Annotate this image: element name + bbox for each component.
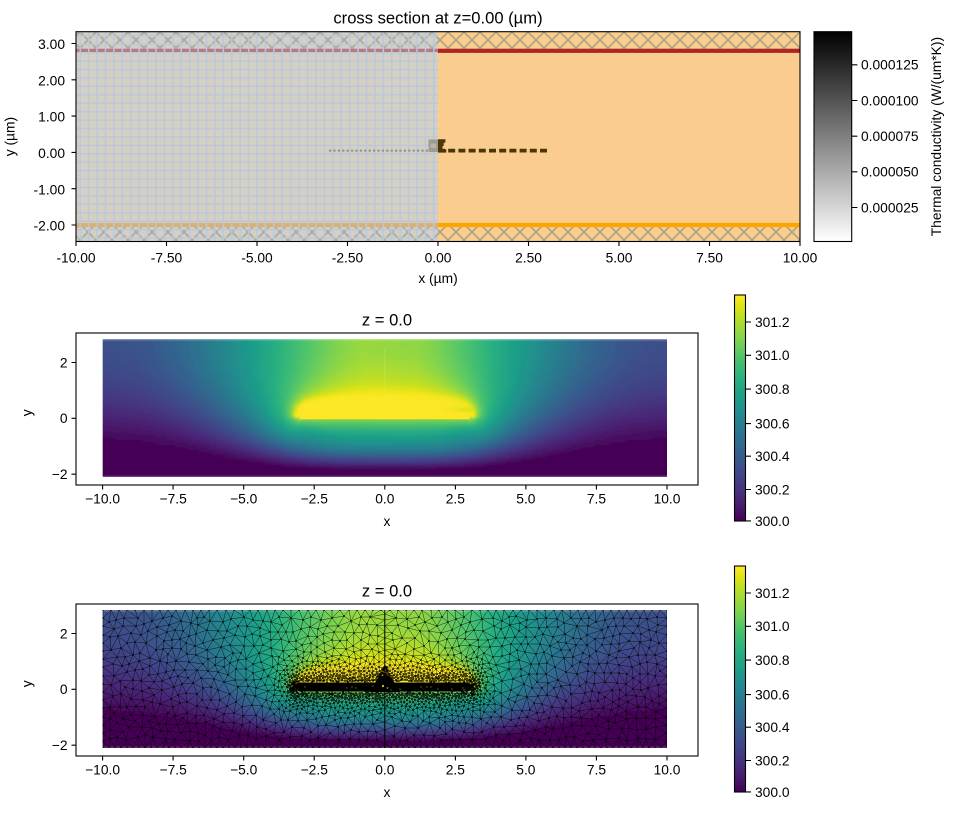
svg-text:0.000075: 0.000075 (861, 129, 919, 144)
svg-text:y (µm): y (µm) (3, 117, 18, 156)
svg-text:0.00: 0.00 (425, 251, 452, 266)
svg-text:2: 2 (60, 355, 68, 370)
svg-text:2.00: 2.00 (38, 73, 65, 88)
svg-text:300.4: 300.4 (755, 449, 790, 464)
svg-text:−10.0: −10.0 (85, 762, 120, 777)
svg-text:5.0: 5.0 (516, 762, 536, 777)
svg-text:y: y (20, 409, 35, 416)
svg-text:−7.5: −7.5 (160, 491, 188, 506)
svg-text:−7.5: −7.5 (160, 762, 188, 777)
svg-text:5.00: 5.00 (606, 251, 633, 266)
svg-text:−5.0: −5.0 (230, 491, 258, 506)
svg-text:300.0: 300.0 (755, 514, 790, 529)
svg-text:300.0: 300.0 (755, 785, 790, 800)
svg-text:300.6: 300.6 (755, 688, 790, 703)
svg-text:10.0: 10.0 (654, 762, 681, 777)
svg-text:300.4: 300.4 (755, 720, 790, 735)
svg-text:-2.50: -2.50 (332, 251, 364, 266)
svg-text:300.2: 300.2 (755, 482, 790, 497)
svg-text:0.00: 0.00 (38, 146, 65, 161)
svg-text:0.000100: 0.000100 (861, 93, 919, 108)
svg-text:x (µm): x (µm) (418, 271, 457, 286)
svg-text:−2: −2 (52, 467, 68, 482)
svg-text:301.2: 301.2 (755, 586, 790, 601)
svg-text:0.0: 0.0 (375, 491, 395, 506)
svg-text:-2.00: -2.00 (34, 219, 66, 234)
svg-text:Thermal conductivity (W/(um*K): Thermal conductivity (W/(um*K)) (929, 37, 944, 236)
svg-text:10.00: 10.00 (783, 251, 818, 266)
svg-text:2: 2 (60, 626, 68, 641)
svg-text:300.8: 300.8 (755, 653, 790, 668)
svg-text:-7.50: -7.50 (151, 251, 183, 266)
svg-text:7.5: 7.5 (587, 491, 607, 506)
svg-text:3.00: 3.00 (38, 37, 65, 52)
svg-text:0: 0 (60, 411, 68, 426)
svg-text:cross section at z=0.00 (µm): cross section at z=0.00 (µm) (333, 8, 542, 27)
svg-text:300.8: 300.8 (755, 382, 790, 397)
svg-text:0: 0 (60, 682, 68, 697)
svg-text:-1.00: -1.00 (34, 182, 66, 197)
svg-text:−5.0: −5.0 (230, 762, 258, 777)
svg-text:10.0: 10.0 (654, 491, 681, 506)
svg-text:0.000050: 0.000050 (861, 165, 919, 180)
svg-text:y: y (20, 680, 35, 687)
svg-text:-10.00: -10.00 (56, 251, 95, 266)
svg-text:-5.00: -5.00 (241, 251, 273, 266)
svg-text:−2.5: −2.5 (301, 491, 329, 506)
svg-text:301.2: 301.2 (755, 315, 790, 330)
svg-text:0.000125: 0.000125 (861, 58, 919, 73)
svg-text:z = 0.0: z = 0.0 (362, 582, 412, 601)
svg-text:300.6: 300.6 (755, 417, 790, 432)
svg-text:7.5: 7.5 (587, 762, 607, 777)
svg-text:z = 0.0: z = 0.0 (362, 311, 412, 330)
svg-text:1.00: 1.00 (38, 110, 65, 125)
svg-text:5.0: 5.0 (516, 491, 536, 506)
svg-text:x: x (384, 514, 391, 529)
svg-text:301.0: 301.0 (755, 619, 790, 634)
svg-text:2.5: 2.5 (446, 762, 466, 777)
svg-text:x: x (384, 785, 391, 800)
svg-text:300.2: 300.2 (755, 753, 790, 768)
svg-text:2.5: 2.5 (446, 491, 466, 506)
svg-text:7.50: 7.50 (696, 251, 723, 266)
svg-text:301.0: 301.0 (755, 348, 790, 363)
svg-text:0.0: 0.0 (375, 762, 395, 777)
svg-text:0.000025: 0.000025 (861, 200, 919, 215)
svg-text:−2: −2 (52, 738, 68, 753)
svg-text:2.50: 2.50 (515, 251, 542, 266)
svg-text:−10.0: −10.0 (85, 491, 120, 506)
svg-text:−2.5: −2.5 (301, 762, 329, 777)
